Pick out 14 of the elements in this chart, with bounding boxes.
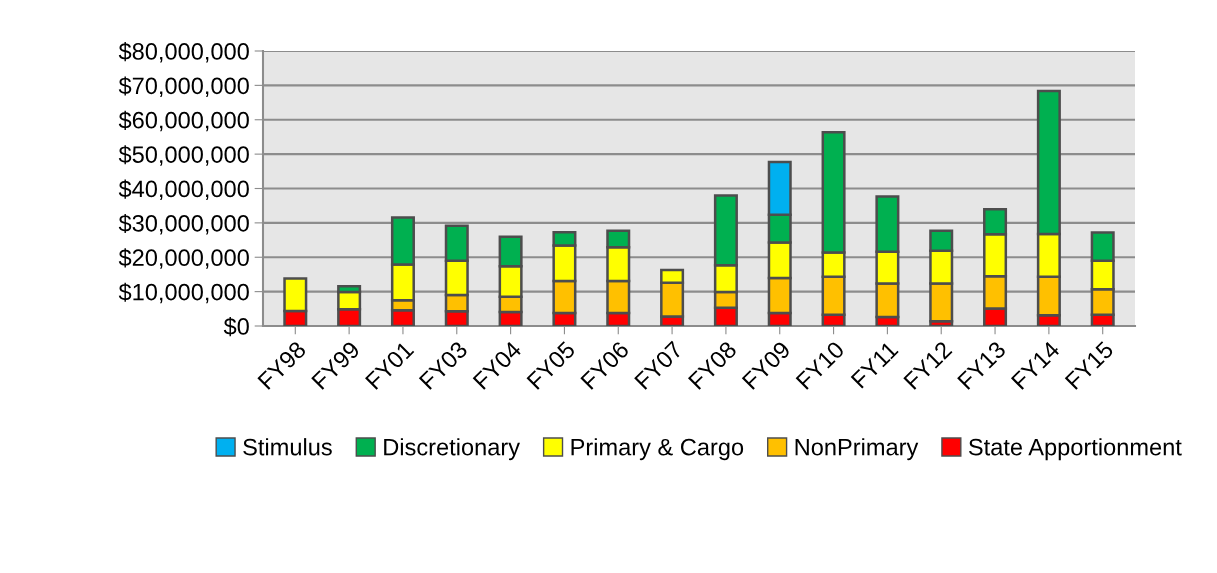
legend-label: Primary & Cargo xyxy=(571,438,744,461)
legend-label: NonPrimary xyxy=(795,438,919,461)
legend-label: Stimulus xyxy=(243,438,332,456)
y-tick-label: $60,000,000 xyxy=(118,110,249,132)
y-tick-label: $40,000,000 xyxy=(118,179,249,201)
y-tick-label: $20,000,000 xyxy=(118,248,249,269)
y-tick-label: $50,000,000 xyxy=(118,145,249,166)
y-tick-label: $10,000,000 xyxy=(118,282,249,304)
y-tick-label: $30,000,000 xyxy=(118,213,249,235)
y-tick-label: $80,000,000 xyxy=(118,42,249,63)
legend-label: Discretionary xyxy=(384,438,520,461)
y-tick-label: $0 xyxy=(223,317,249,337)
legend-label: State Apportionment xyxy=(968,438,1182,461)
y-tick-label: $70,000,000 xyxy=(118,76,249,97)
